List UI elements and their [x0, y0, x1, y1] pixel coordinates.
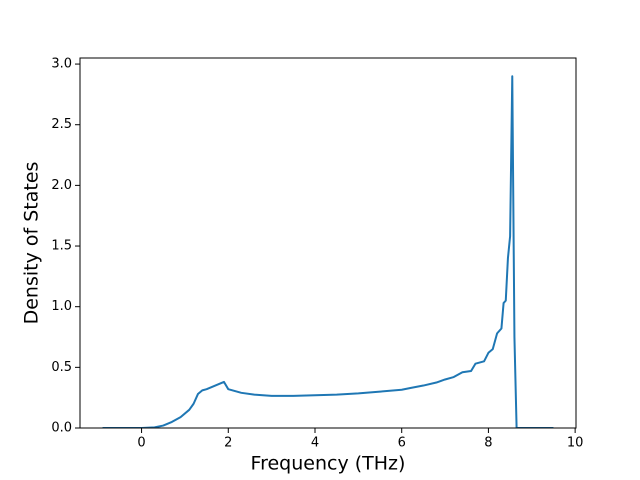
y-axis-label: Density of States — [21, 162, 43, 325]
y-tick-label: 3.0 — [51, 57, 72, 72]
x-tick-label: 0 — [137, 436, 145, 451]
y-tick-label: 2.0 — [51, 178, 72, 193]
y-tick-label: 0.5 — [51, 360, 72, 375]
y-tick-label: 1.0 — [51, 299, 72, 314]
y-tick-label: 1.5 — [51, 239, 72, 254]
x-tick-label: 2 — [224, 436, 232, 451]
x-tick-label: 8 — [484, 436, 492, 451]
y-tick-label: 0.0 — [51, 421, 72, 436]
x-tick-label: 4 — [311, 436, 319, 451]
y-tick-label: 2.5 — [51, 117, 72, 132]
plot-frame — [79, 57, 577, 429]
x-tick-label: 6 — [398, 436, 406, 451]
data-line — [102, 75, 554, 428]
x-axis-label: Frequency (THz) — [251, 453, 406, 475]
x-tick-label: 10 — [567, 436, 584, 451]
